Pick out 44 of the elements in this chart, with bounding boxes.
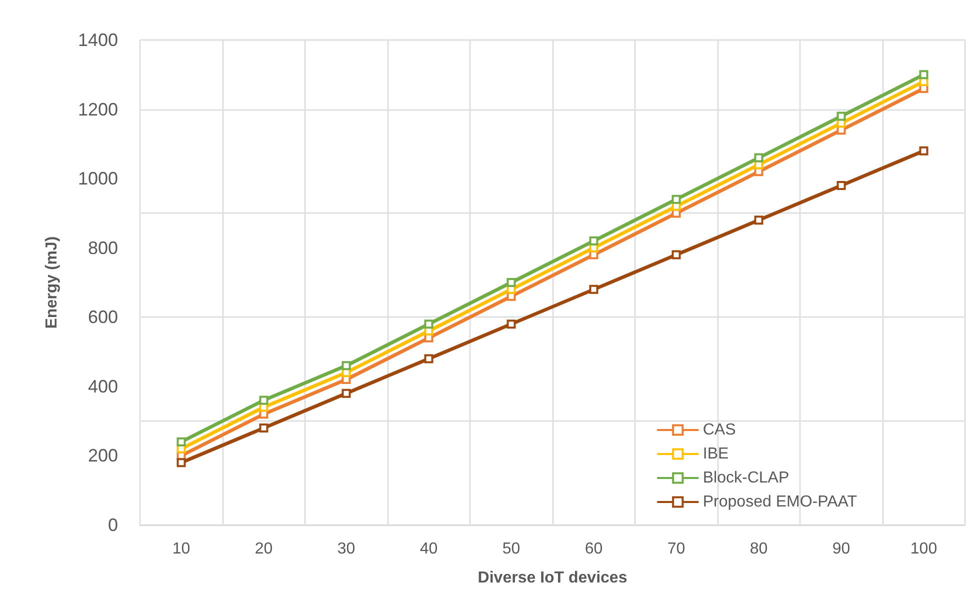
legend-label: Block-CLAP [702,470,790,486]
point [672,250,681,260]
y-tick-label: 1000 [78,168,118,189]
x-tick-label: 70 [667,540,686,558]
x-tick-label: 30 [337,540,356,558]
x-tick-label: 90 [832,540,850,558]
point [506,278,516,287]
point [424,354,434,364]
point [754,216,764,225]
y-tick-label: 800 [88,238,118,258]
y-tick-label: 0 [108,515,118,535]
point [919,70,928,80]
y-tick-label: 200 [88,446,118,466]
y-tick-label: 600 [88,307,118,328]
point [589,284,598,294]
legend-label: Proposed EMO-PAAT [702,494,858,510]
point [424,320,434,329]
point [176,437,186,446]
point [836,112,846,121]
point [589,236,598,246]
y-tick-label: 1400 [78,30,118,50]
x-tick-label: 60 [584,540,603,558]
point [176,458,186,468]
point [919,146,928,156]
x-tick-label: 20 [254,540,273,558]
point [342,388,351,398]
point [754,153,764,162]
y-tick-label: 400 [88,376,118,396]
x-tick-label: 50 [502,540,520,558]
point [259,396,268,405]
y-tick-label: 1200 [78,99,118,120]
x-tick-label: 40 [420,540,438,558]
legend-label: CAS [702,422,736,438]
point [342,361,351,370]
legend-label: IBE [702,446,729,462]
y-axis-title: Energy (mJ) [44,236,60,329]
point [672,194,681,204]
point [836,181,846,190]
point [506,320,516,329]
x-tick-label: 80 [750,540,768,558]
x-tick-label: 100 [910,540,938,558]
point [259,424,268,432]
x-axis-title: Diverse IoT devices [478,570,628,586]
x-tick-label: 10 [172,540,190,558]
